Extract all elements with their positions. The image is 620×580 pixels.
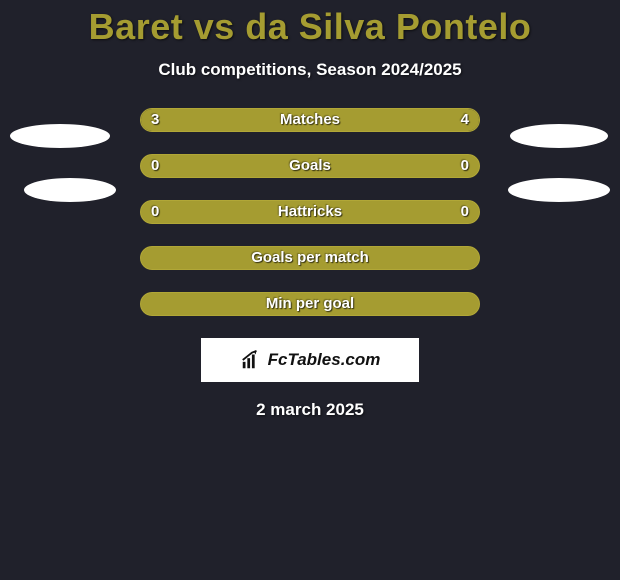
stat-row-gpm-label: Goals per match bbox=[141, 247, 479, 270]
stat-row-matches-left-value: 3 bbox=[151, 109, 159, 132]
comparison-infographic: Baret vs da Silva Pontelo Club competiti… bbox=[0, 0, 620, 580]
stat-row-gpm: Goals per match bbox=[140, 246, 480, 270]
stat-row-hattricks-left-value: 0 bbox=[151, 201, 159, 224]
stat-row-hattricks-right-value: 0 bbox=[461, 201, 469, 224]
stat-row-matches-left-fill bbox=[141, 109, 286, 131]
infographic-date: 2 march 2025 bbox=[0, 400, 620, 420]
stat-row-hattricks: 0 Hattricks 0 bbox=[140, 200, 480, 224]
stat-row-mpg-label: Min per goal bbox=[141, 293, 479, 316]
stat-row-mpg: Min per goal bbox=[140, 292, 480, 316]
stat-row-matches-right-fill bbox=[286, 109, 479, 131]
stat-row-goals: 0 Goals 0 bbox=[140, 154, 480, 178]
stat-row-goals-right-value: 0 bbox=[461, 155, 469, 178]
stat-rows: 3 Matches 4 0 Goals 0 0 Hattricks 0 Goal… bbox=[0, 108, 620, 316]
chart-icon bbox=[240, 349, 262, 371]
stat-row-matches: 3 Matches 4 bbox=[140, 108, 480, 132]
source-badge-text: FcTables.com bbox=[268, 350, 381, 370]
stat-row-goals-left-value: 0 bbox=[151, 155, 159, 178]
source-badge: FcTables.com bbox=[201, 338, 419, 382]
subtitle: Club competitions, Season 2024/2025 bbox=[0, 60, 620, 80]
page-title: Baret vs da Silva Pontelo bbox=[0, 6, 620, 48]
stat-row-matches-right-value: 4 bbox=[461, 109, 469, 132]
stat-row-goals-label: Goals bbox=[141, 155, 479, 178]
stat-row-hattricks-label: Hattricks bbox=[141, 201, 479, 224]
